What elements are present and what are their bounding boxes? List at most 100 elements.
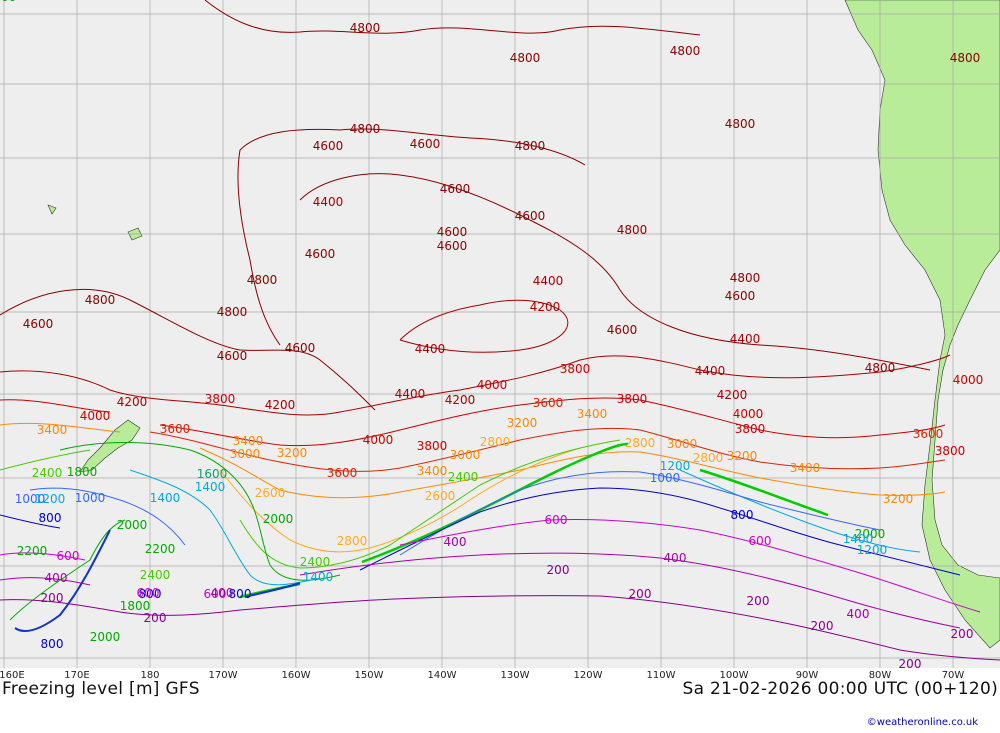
contour-label: 3200 xyxy=(507,416,538,430)
contour-label: 4800 xyxy=(865,361,896,375)
contour-label: 4600 xyxy=(305,247,336,261)
contour-label: 3800 xyxy=(205,392,236,406)
contour-label: 200 xyxy=(811,619,834,633)
contour-label: 4800 xyxy=(217,305,248,319)
contour-label: 4200 xyxy=(117,395,148,409)
contour-label: 3200 xyxy=(277,446,308,460)
contour-label: 4800 xyxy=(350,122,381,136)
contour-label: 4800 xyxy=(670,44,701,58)
contour-label: 2800 xyxy=(693,451,724,465)
contour-label: 3400 xyxy=(790,461,821,475)
contour-200 xyxy=(0,595,1000,661)
contour-label: 200 xyxy=(547,563,570,577)
contour-label: 600 xyxy=(204,587,227,601)
contour-label: 600 xyxy=(57,549,80,563)
contour-label: 4600 xyxy=(23,317,54,331)
contour-label: 4400 xyxy=(395,387,426,401)
contour-label: 2200 xyxy=(145,542,176,556)
contour-label: 1200 xyxy=(857,543,888,557)
contour-label: 3800 xyxy=(617,392,648,406)
contour-600 xyxy=(0,518,981,613)
contour-label: 4800 xyxy=(85,293,116,307)
contour-label: 4200 xyxy=(530,300,561,314)
longitude-label: 170E xyxy=(64,670,90,681)
longitude-label: 90W xyxy=(795,670,819,681)
contour-label: 1400 xyxy=(195,480,226,494)
contour-4000 xyxy=(0,397,946,447)
new-zealand-land xyxy=(79,419,141,473)
contour-label: 3600 xyxy=(533,396,564,410)
contour-2000 xyxy=(9,442,341,621)
contour-label: 800 xyxy=(229,587,252,601)
longitude-label: 170W xyxy=(208,670,238,681)
contour-label: 4400 xyxy=(730,332,761,346)
credit-link[interactable]: ©weatheronline.co.uk xyxy=(866,717,978,728)
contour-label: 1600 xyxy=(197,467,228,481)
contour-label: 4000 xyxy=(733,407,764,421)
contour-label: 4000 xyxy=(363,433,394,447)
contour-label: 2400 xyxy=(140,568,171,582)
contour-label: 200 xyxy=(41,591,64,605)
map-title: Freezing level [m] GFS xyxy=(2,679,200,699)
longitude-label: 70W xyxy=(941,670,965,681)
contour-label: 4600 xyxy=(607,323,638,337)
contour-label: 200 xyxy=(629,587,652,601)
contour-label: 3400 xyxy=(417,464,448,478)
contour-label: 3400 xyxy=(37,423,68,437)
contour-label: 600 xyxy=(137,586,160,600)
contour-800-blue-bold xyxy=(14,529,301,633)
contour-label: 2400 xyxy=(448,470,479,484)
contour-2800 xyxy=(219,447,581,553)
contour-label: 2000 xyxy=(90,630,121,644)
contour-label: 3400 xyxy=(577,407,608,421)
contour-label: 800 xyxy=(39,511,62,525)
contour-4400-b xyxy=(399,299,569,353)
contour-label: 2000 xyxy=(855,527,886,541)
longitude-label: 160E xyxy=(0,670,25,681)
contour-label: 600 xyxy=(749,534,772,548)
contour-label: 1800 xyxy=(120,599,151,613)
contour-label: 400 xyxy=(444,535,467,549)
contour-label: 200 xyxy=(899,657,922,668)
contour-label: 2800 xyxy=(480,435,511,449)
longitude-label: 150W xyxy=(354,670,384,681)
contour-label: 600 xyxy=(545,513,568,527)
contour-label: 4600 xyxy=(437,239,468,253)
contour-label: 2200 xyxy=(0,0,16,4)
contour-label: 200 xyxy=(144,611,167,625)
contour-label: 200 xyxy=(951,627,974,641)
contour-label: 4200 xyxy=(445,393,476,407)
contour-label: 4000 xyxy=(80,409,111,423)
contour-label: 4800 xyxy=(350,21,381,35)
contour-label: 4400 xyxy=(695,364,726,378)
contour-label: 800 xyxy=(139,587,162,601)
contour-label: 4000 xyxy=(477,378,508,392)
map-canvas: 4800 4800 4800 4800 4800 4800 4800 4800 4800 4800… xyxy=(0,0,1000,668)
contour-label: 4800 xyxy=(617,223,648,237)
contour-label: 1400 xyxy=(843,532,874,546)
contour-4800-north xyxy=(204,0,701,36)
contour-4800-ring xyxy=(237,128,586,346)
fiji-islands-land xyxy=(47,204,143,241)
contour-label: 4600 xyxy=(285,341,316,355)
contour-label: 400 xyxy=(847,607,870,621)
contour-label: 400 xyxy=(211,586,234,600)
contour-label: 2400 xyxy=(32,466,63,480)
contour-label: 4600 xyxy=(437,225,468,239)
contour-label: 4400 xyxy=(533,274,564,288)
contour-label: 3000 xyxy=(230,447,261,461)
contour-label: 3000 xyxy=(450,448,481,462)
contour-label: 3200 xyxy=(883,492,914,506)
contour-400 xyxy=(0,552,961,629)
contour-2400 xyxy=(0,439,621,569)
contour-4400-a xyxy=(0,354,951,416)
contour-800 xyxy=(0,487,961,576)
contour-label: 4600 xyxy=(313,139,344,153)
contour-label: 4200 xyxy=(717,388,748,402)
contour-label: 4600 xyxy=(217,349,248,363)
contour-3600 xyxy=(149,427,946,472)
contour-label: 2800 xyxy=(337,534,368,548)
contour-label: 4800 xyxy=(725,117,756,131)
contour-label: 4400 xyxy=(313,195,344,209)
contour-3200 xyxy=(0,422,946,499)
